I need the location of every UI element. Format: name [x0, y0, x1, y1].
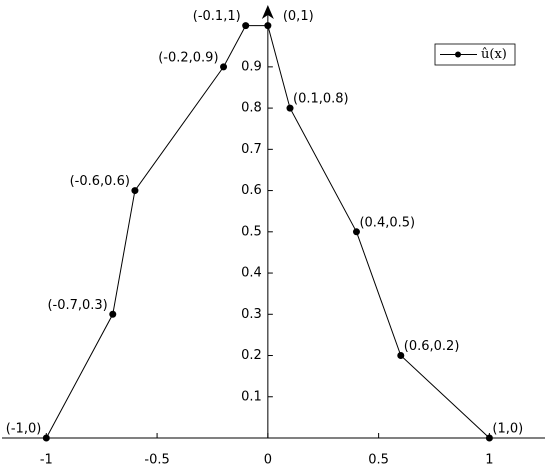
y-tick-label: 0.5: [241, 224, 262, 239]
point-label: (0.1,0.8): [293, 92, 349, 107]
point: [485, 434, 493, 442]
y-tick-label: 0.7: [241, 142, 262, 157]
point-label: (0,1): [283, 9, 314, 24]
point: [286, 104, 294, 112]
point-label: (-0.1,1): [193, 9, 241, 24]
y-tick-label: 0.4: [241, 266, 262, 281]
point: [220, 63, 228, 71]
y-tick-label: 0.2: [241, 348, 262, 363]
point-label: (0.6,0.2): [404, 339, 460, 354]
point-label: (-1,0): [6, 422, 42, 437]
x-tick-label: -1: [40, 453, 53, 468]
point-label: (-0.7,0.3): [47, 298, 107, 313]
point: [242, 22, 250, 30]
x-tick-label: 0.5: [368, 453, 389, 468]
legend-label: û(x): [481, 47, 507, 62]
y-tick-label: 0.1: [241, 389, 262, 404]
line: [45, 25, 490, 439]
point-label: (0.4,0.5): [359, 215, 415, 230]
point-label: (-0.6,0.6): [70, 174, 130, 189]
point: [42, 434, 50, 442]
x-tick-label: 1: [485, 453, 493, 468]
point-label: (-0.2,0.9): [158, 50, 218, 65]
point: [352, 228, 360, 236]
point: [264, 22, 272, 30]
legend-marker: [455, 51, 461, 58]
point: [109, 310, 117, 318]
y-tick-label: 0.9: [241, 59, 262, 74]
y-tick-label: 0.3: [241, 307, 262, 322]
x-tick-label: -0.5: [144, 453, 169, 468]
y-tick-label: 0.6: [241, 183, 262, 198]
point: [131, 187, 139, 195]
y-tick-label: 0.8: [241, 101, 262, 116]
point-label: (1,0): [492, 422, 523, 437]
x-tick-label: 0: [264, 453, 272, 468]
y-axis-arrow: [261, 5, 274, 19]
point: [397, 352, 405, 360]
